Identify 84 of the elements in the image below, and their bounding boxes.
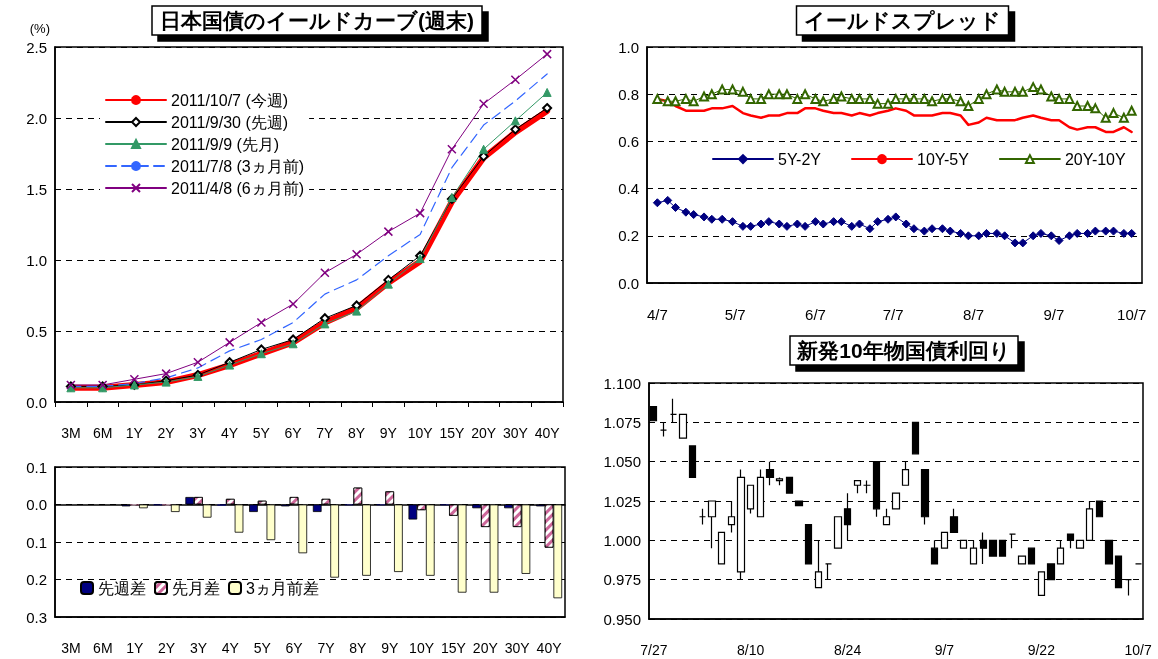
x-tick-label: 40Y: [534, 425, 561, 441]
x-tick-label: 30Y: [504, 640, 531, 656]
x-tick-label: 1Y: [125, 425, 144, 441]
y-tick-label: 0.2: [618, 227, 639, 245]
x-tick-label: 5/7: [724, 306, 746, 323]
x-tick-label: 6M: [92, 425, 113, 441]
x-tick-label: 8Y: [348, 425, 366, 441]
x-tick-label: 6M: [93, 640, 113, 656]
chart-title: 新発10年物国債利回り: [796, 339, 1011, 362]
x-tick-label: 9/22: [1027, 642, 1056, 658]
x-tick-label: 9Y: [381, 640, 399, 656]
x-tick-label: 3M: [61, 640, 81, 656]
legend-label: 先週差: [98, 579, 146, 597]
x-tick-label: 30Y: [502, 425, 529, 441]
y-tick-label: 1.100: [603, 374, 641, 392]
x-tick-label: 3Y: [189, 640, 208, 656]
legend-label: 先月差: [172, 579, 220, 597]
legend-label: 2011/4/8 (6ヵ月前): [171, 179, 305, 197]
y-tick-label: 2.5: [26, 38, 47, 56]
y-tick-label: 1.0: [26, 251, 47, 269]
x-tick-label: 2Y: [157, 425, 176, 441]
x-tick-label: 15Y: [439, 425, 465, 441]
y-axis-title: (%): [29, 21, 50, 36]
x-tick-label: 10/7: [1124, 642, 1152, 658]
x-tick-label: 8Y: [349, 640, 368, 656]
legend-label: 2011/9/30 (先週): [171, 113, 289, 131]
x-tick-label: 6/7: [805, 306, 826, 323]
x-tick-label: 1Y: [126, 640, 144, 656]
x-tick-label: 5Y: [253, 640, 272, 656]
x-tick-label: 9Y: [379, 425, 398, 441]
legend-label: 2011/9/9 (先月): [171, 135, 280, 153]
x-tick-label: 4/7: [646, 306, 668, 323]
y-tick-label: 0.0: [26, 393, 47, 411]
x-tick-label: 10/7: [1117, 306, 1147, 323]
x-tick-label: 6Y: [285, 640, 304, 656]
x-tick-label: 15Y: [440, 640, 467, 656]
x-tick-label: 40Y: [536, 640, 563, 656]
x-tick-label: 8/24: [833, 642, 862, 658]
legend-label: 2011/10/7 (今週): [171, 91, 289, 109]
x-tick-label: 10Y: [409, 640, 435, 656]
legend-label: 2011/7/8 (3ヵ月前): [171, 157, 305, 175]
x-tick-label: 7/7: [882, 306, 904, 323]
y-tick-label: 1.075: [603, 413, 641, 431]
x-tick-label: 4Y: [221, 640, 240, 656]
legend-label: 3ヵ月前差: [246, 579, 319, 597]
y-tick-label: 0.1: [26, 533, 47, 551]
chart-title: イールドスプレッド: [804, 9, 1001, 32]
legend-label: 5Y-2Y: [778, 150, 822, 168]
x-tick-label: 9/7: [934, 642, 955, 658]
x-tick-label: 20Y: [472, 640, 499, 656]
y-tick-label: 1.5: [26, 180, 47, 198]
y-tick-label: 2.0: [26, 109, 47, 127]
x-tick-label: 7/27: [640, 642, 668, 658]
y-tick-label: 1.025: [603, 492, 641, 510]
x-tick-label: 2Y: [158, 640, 176, 656]
x-tick-label: 3Y: [189, 425, 208, 441]
y-tick-label: 1.0: [618, 38, 639, 56]
y-tick-label: 0.5: [26, 322, 47, 340]
x-tick-label: 6Y: [284, 425, 303, 441]
legend-label: 10Y-5Y: [917, 150, 970, 168]
y-tick-label: 0.0: [618, 274, 639, 292]
x-tick-label: 5Y: [252, 425, 271, 441]
y-tick-label: 0.3: [26, 608, 47, 626]
x-tick-label: 10Y: [407, 425, 434, 441]
x-tick-label: 8/7: [963, 306, 984, 323]
x-tick-label: 7Y: [316, 425, 335, 441]
x-tick-label: 7Y: [317, 640, 336, 656]
x-tick-label: 3M: [61, 425, 81, 441]
y-tick-label: 0.6: [618, 132, 639, 150]
legend-label: 20Y-10Y: [1064, 150, 1127, 168]
x-tick-label: 9/7: [1043, 306, 1065, 323]
y-tick-label: 0.1: [26, 458, 47, 476]
x-tick-label: 20Y: [471, 425, 497, 441]
y-tick-label: 0.2: [26, 571, 47, 588]
y-tick-label: 0.4: [618, 180, 639, 198]
y-tick-label: 1.050: [603, 453, 641, 471]
y-tick-label: 1.000: [603, 531, 641, 549]
y-tick-label: 0.8: [618, 85, 639, 103]
chart-title: 日本国債のイールドカーブ(週末): [160, 9, 474, 32]
y-tick-label: 0.0: [26, 496, 47, 513]
x-tick-label: 8/10: [737, 642, 765, 658]
y-tick-label: 0.950: [603, 610, 641, 628]
x-tick-label: 4Y: [221, 425, 239, 441]
y-tick-label: 0.975: [603, 571, 641, 589]
